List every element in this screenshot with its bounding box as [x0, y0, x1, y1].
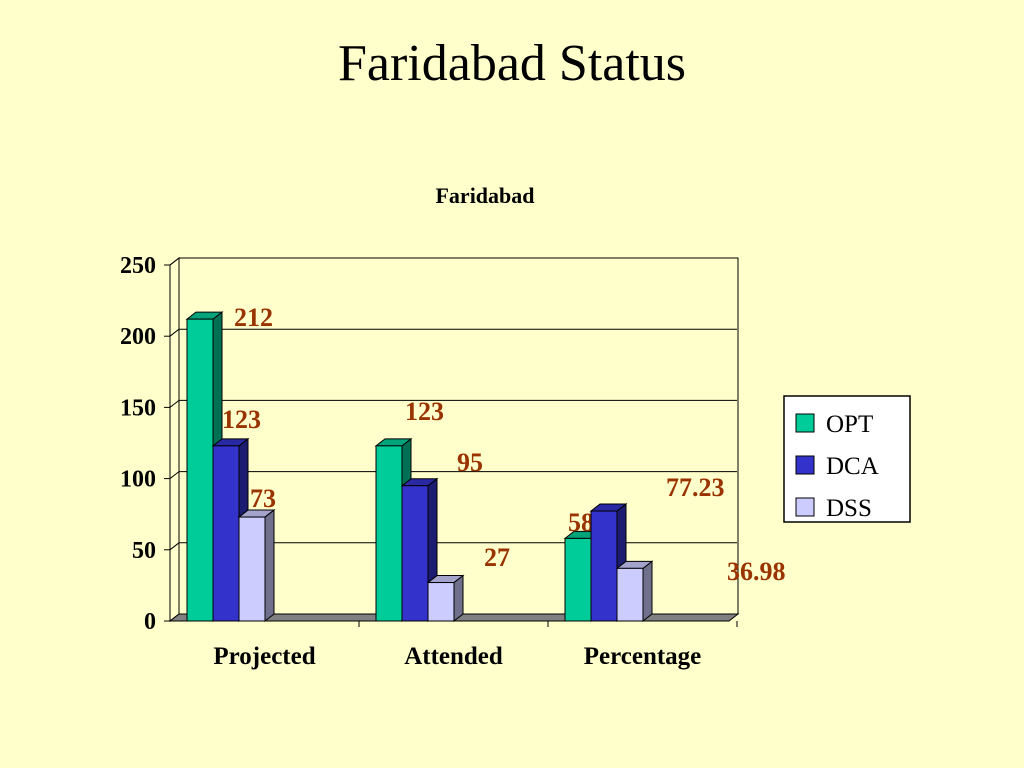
bar-front	[212, 445, 240, 622]
data-label: 77.23	[666, 473, 725, 502]
gridline-side	[169, 542, 180, 551]
legend-swatch-opt	[795, 413, 815, 433]
bar-opt-percentage	[563, 530, 602, 623]
x-tick-label: Attended	[404, 643, 503, 670]
data-label: 212	[234, 303, 273, 332]
bar-front	[401, 485, 429, 622]
legend-swatch-dss	[795, 497, 815, 517]
legend-label-dca: DCA	[826, 453, 879, 480]
data-label: 95	[457, 448, 483, 477]
bar-side	[642, 560, 653, 623]
slide-title: Faridabad Status	[337, 35, 687, 92]
bar-dss-percentage	[615, 560, 654, 623]
data-label: 36.98	[727, 557, 786, 586]
data-label: 123	[405, 397, 444, 426]
y-tick-label: 50	[132, 538, 156, 564]
bar-dss-attended	[426, 574, 465, 623]
x-tick-label: Projected	[213, 643, 315, 670]
y-tick-label: 0	[144, 609, 156, 635]
bar-side	[264, 509, 275, 623]
data-label: 27	[484, 543, 510, 572]
x-tick-label: Percentage	[584, 643, 702, 670]
legend-swatch-dca	[795, 455, 815, 475]
plot-area: 0 50 100 150 200 250 Projected 212 123 73 Attended…	[120, 253, 786, 670]
y-tick-label: 200	[120, 324, 156, 350]
bar-front	[375, 445, 403, 622]
gridline-side	[169, 471, 180, 479]
bar-front	[186, 318, 214, 622]
bar-front	[590, 510, 618, 622]
chart-title: Faridabad	[435, 183, 534, 208]
gridline-side	[169, 257, 180, 266]
plot-side-wall	[169, 256, 180, 623]
bar-front	[427, 582, 455, 622]
bar-front	[616, 567, 644, 622]
bar-side	[453, 574, 464, 623]
gridline-side	[169, 400, 180, 408]
y-tick-label: 150	[120, 395, 156, 421]
bar-front	[238, 516, 266, 622]
data-label: 123	[222, 405, 261, 434]
bar-dss-projected	[237, 509, 276, 623]
bar-front	[564, 537, 592, 622]
y-tick-label: 100	[120, 467, 156, 493]
gridline-side	[169, 328, 180, 337]
legend: OPT DCA DSS	[783, 395, 911, 523]
legend-label-opt: OPT	[826, 411, 873, 438]
legend-label-dss: DSS	[826, 495, 872, 522]
data-label: 73	[250, 484, 276, 513]
y-tick-label: 250	[120, 253, 156, 279]
